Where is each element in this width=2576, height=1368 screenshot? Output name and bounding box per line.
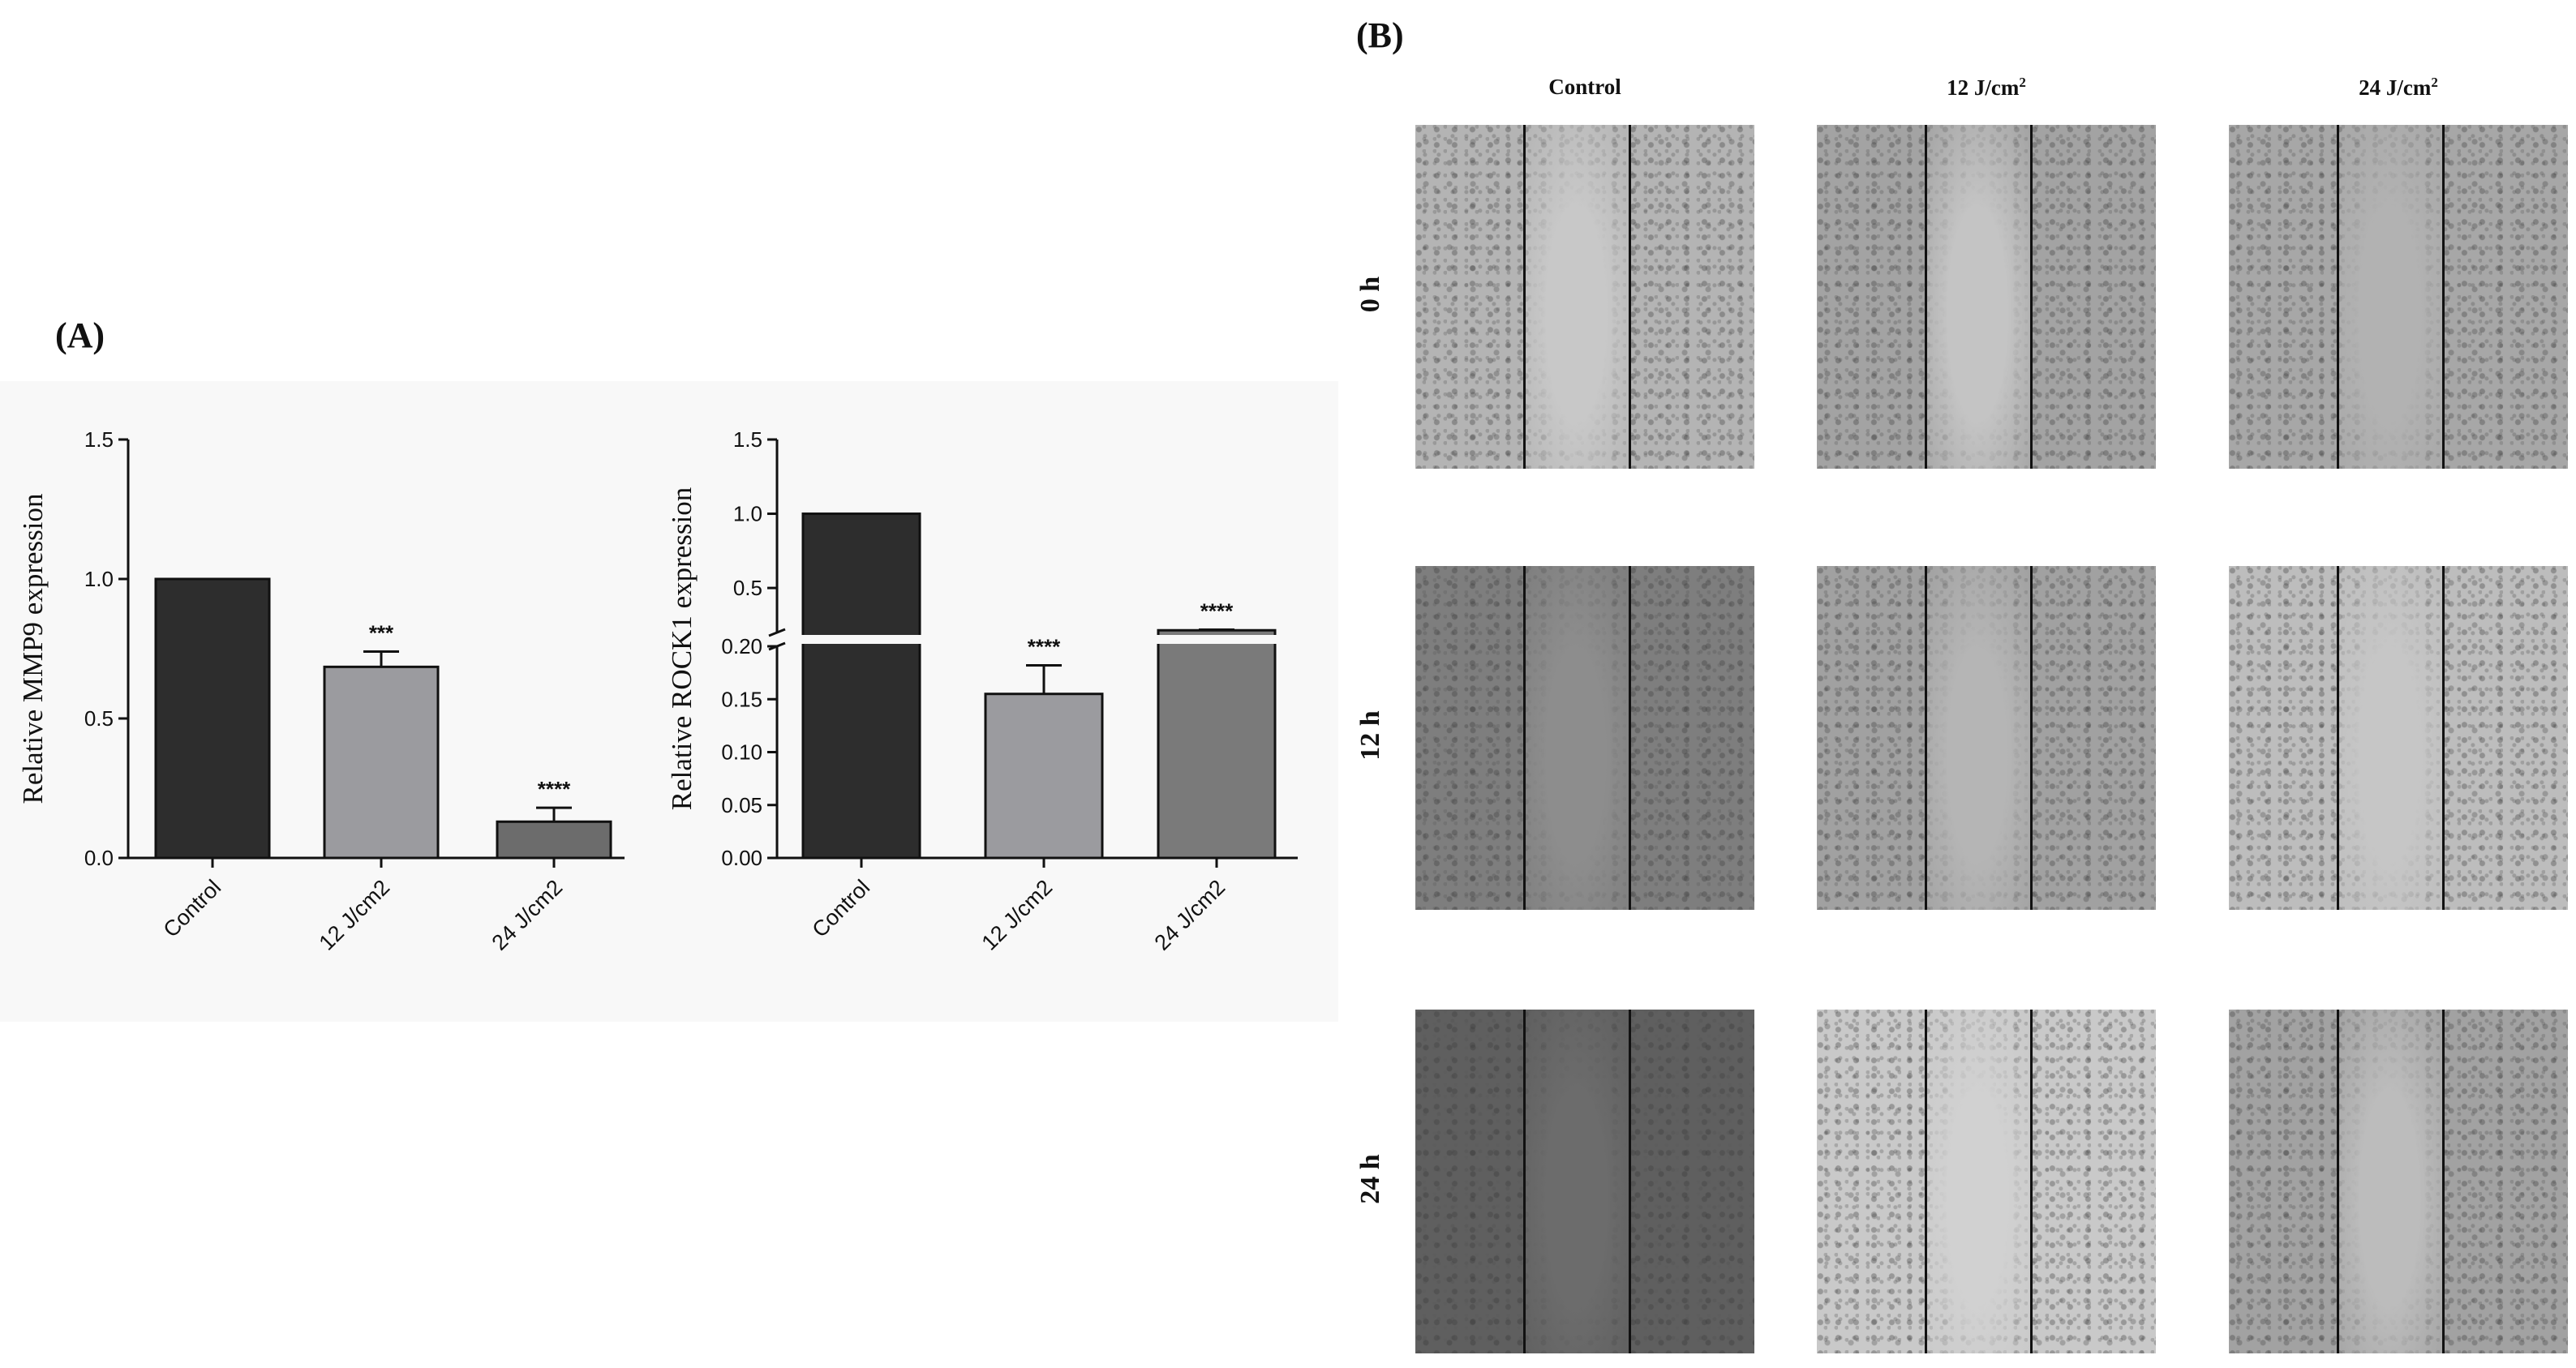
wound-gap: [2337, 566, 2442, 910]
bar-2: [323, 665, 440, 860]
y-tick-label: 0.15: [721, 687, 762, 711]
panel-a-label: (A): [55, 315, 105, 355]
column-label-3: 24 J/cm2: [2228, 75, 2569, 101]
y-tick-label: 0.10: [721, 740, 762, 765]
x-category-label: Control: [807, 875, 874, 942]
micrograph-2-3: [2229, 566, 2568, 910]
micrograph-1-1: [1415, 125, 1754, 469]
axis-break-mark: [768, 628, 786, 637]
wound-edge-line: [2030, 125, 2033, 469]
y-tick-label: 0.00: [721, 846, 762, 870]
wound-gap: [1523, 566, 1629, 910]
significance-label: ****: [538, 777, 571, 801]
significance-label: ****: [1028, 634, 1061, 658]
column-label-text: 24 J/cm: [2359, 75, 2432, 100]
bar-3: [496, 820, 612, 860]
wound-gap: [1925, 125, 2030, 469]
y-axis-label: Relative ROCK1 expression: [666, 487, 698, 811]
bar-break-gap: [801, 635, 921, 644]
row-label-3: 24 h: [1355, 1154, 1385, 1204]
wound-edge-line: [1925, 1010, 1927, 1353]
wound-edge-line: [2442, 125, 2445, 469]
column-label-text: Control: [1548, 75, 1621, 99]
wound-edge-line: [1629, 566, 1631, 910]
bar-1: [154, 577, 271, 860]
row-label-1: 0 h: [1355, 276, 1385, 313]
wound-edge-line: [2337, 566, 2339, 910]
wound-edge-line: [1925, 125, 1927, 469]
significance-label: ****: [1200, 599, 1234, 624]
mmp9-chart: 0.0 0.5 1.0 1.5 Relative MMP9 expression Cont…: [17, 427, 625, 955]
wound-edge-line: [2337, 1010, 2339, 1353]
wound-edge-line: [2030, 566, 2033, 910]
y-tick-label: 1.0: [733, 502, 762, 526]
wound-edge-line: [2442, 566, 2445, 910]
bar-charts-panel: 0.0 0.5 1.0 1.5 Relative MMP9 expression Cont…: [0, 381, 1338, 1022]
y-tick-label: 0.20: [721, 634, 762, 658]
micrograph-3-3: [2229, 1010, 2568, 1353]
significance-label: ***: [369, 620, 394, 645]
bar-1: [801, 512, 921, 860]
column-label-2: 12 J/cm2: [1816, 75, 2157, 101]
x-category-label: 24 J/cm2: [487, 875, 568, 955]
panel-b-label: (B): [1356, 15, 1404, 55]
y-tick-label: 0.5: [733, 576, 762, 600]
wound-gap: [1925, 1010, 2030, 1353]
bar-2: [984, 693, 1104, 860]
x-category-label: 12 J/cm2: [315, 875, 395, 955]
y-tick-label: 0.05: [721, 793, 762, 817]
y-tick-label: 1.0: [84, 567, 114, 591]
micrograph-3-1: [1415, 1010, 1754, 1353]
wound-edge-line: [1523, 125, 1526, 469]
rock1-chart: 0.00 0.05 0.10 0.15 0.20 0.5 1.0 1.5 Relative RO…: [666, 427, 1298, 955]
wound-gap: [1523, 1010, 1629, 1353]
x-category-label: 24 J/cm2: [1150, 875, 1230, 955]
micrograph-1-3: [2229, 125, 2568, 469]
column-label-superscript: 2: [2019, 75, 2026, 90]
x-category-label: Control: [158, 875, 225, 942]
wound-edge-line: [2442, 1010, 2445, 1353]
y-tick-label: 1.5: [733, 427, 762, 452]
micrograph-3-2: [1817, 1010, 2156, 1353]
y-tick-label: 1.5: [84, 427, 114, 452]
bar-break-gap: [1157, 635, 1277, 644]
wound-gap: [1523, 125, 1629, 469]
column-label-1: Control: [1415, 75, 1755, 100]
wound-gap: [2337, 125, 2442, 469]
wound-edge-line: [1523, 1010, 1526, 1353]
wound-gap: [1925, 566, 2030, 910]
row-label-2: 12 h: [1355, 710, 1385, 761]
wound-edge-line: [2030, 1010, 2033, 1353]
wound-edge-line: [1629, 1010, 1631, 1353]
y-axis-label: Relative MMP9 expression: [17, 493, 49, 804]
y-tick-label: 0.5: [84, 706, 114, 731]
micrograph-2-1: [1415, 566, 1754, 910]
wound-edge-line: [1925, 566, 1927, 910]
micrograph-1-2: [1817, 125, 2156, 469]
wound-edge-line: [1629, 125, 1631, 469]
x-category-label: 12 J/cm2: [977, 875, 1058, 955]
column-label-superscript: 2: [2431, 75, 2438, 90]
wound-edge-line: [2337, 125, 2339, 469]
micrograph-2-2: [1817, 566, 2156, 910]
wound-gap: [2337, 1010, 2442, 1353]
bar-3: [1157, 628, 1277, 860]
wound-edge-line: [1523, 566, 1526, 910]
column-label-text: 12 J/cm: [1947, 75, 2020, 100]
y-tick-label: 0.0: [84, 846, 114, 870]
